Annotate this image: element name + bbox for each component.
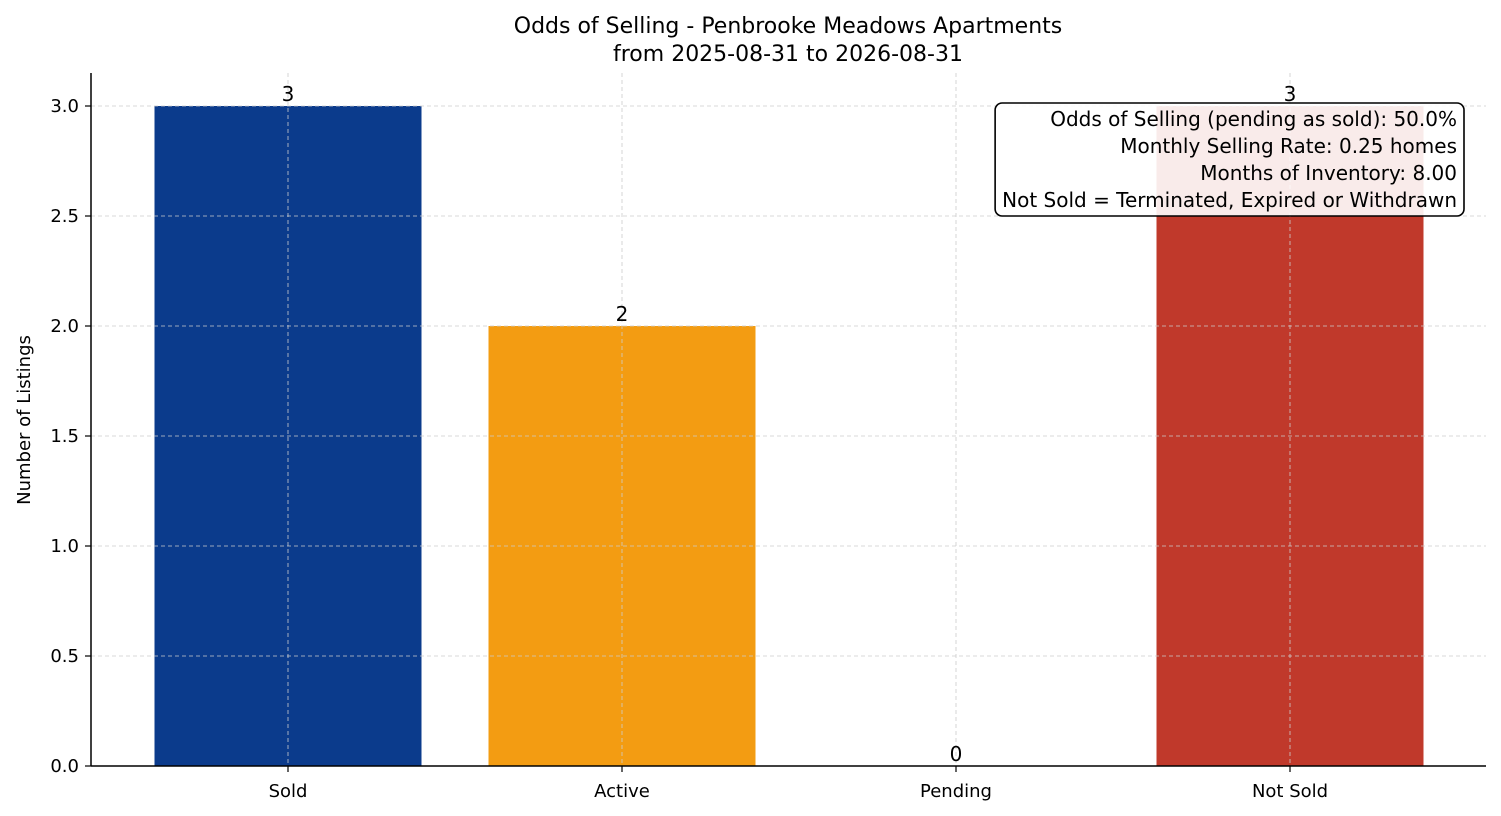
annotation-line-inventory: Months of Inventory: 8.00 [1200, 161, 1457, 185]
tick-labels: 0.0 0.5 1.0 1.5 2.0 2.5 3.0 Sold Active Pending No… [50, 96, 1328, 802]
bar-value-label-active: 2 [616, 302, 629, 326]
bar-value-labels: 3 2 0 3 [282, 82, 1297, 766]
y-tick-label-3: 1.5 [50, 426, 79, 447]
annotation-line-legend-note: Not Sold = Terminated, Expired or Withdr… [1002, 188, 1457, 212]
y-tick-label-1: 0.5 [50, 646, 79, 667]
annotation-box-frame [994, 102, 1465, 217]
chart-subtitle: from 2025-08-31 to 2026-08-31 [613, 42, 963, 67]
annotation-line-odds: Odds of Selling (pending as sold): 50.0% [1050, 107, 1457, 131]
stats-annotation-box: Odds of Selling (pending as sold): 50.0%… [994, 102, 1465, 217]
y-tick-label-2: 1.0 [50, 536, 79, 557]
bar-value-label-sold: 3 [282, 82, 295, 106]
axes [85, 73, 1486, 772]
bar-value-label-not-sold: 3 [1284, 82, 1297, 106]
chart-title: Odds of Selling - Penbrooke Meadows Apar… [514, 14, 1063, 39]
y-tick-label-5: 2.5 [50, 206, 79, 227]
x-tick-label-pending: Pending [920, 781, 992, 802]
x-tick-label-sold: Sold [269, 781, 308, 802]
y-tick-label-4: 2.0 [50, 316, 79, 337]
bar-value-label-pending: 0 [950, 742, 963, 766]
y-tick-label-6: 3.0 [50, 96, 79, 117]
x-tick-label-active: Active [594, 781, 650, 802]
y-tick-label-0: 0.0 [50, 756, 79, 777]
y-axis-label: Number of Listings [14, 335, 35, 505]
annotation-line-rate: Monthly Selling Rate: 0.25 homes [1120, 134, 1457, 158]
x-tick-label-not-sold: Not Sold [1252, 781, 1328, 802]
